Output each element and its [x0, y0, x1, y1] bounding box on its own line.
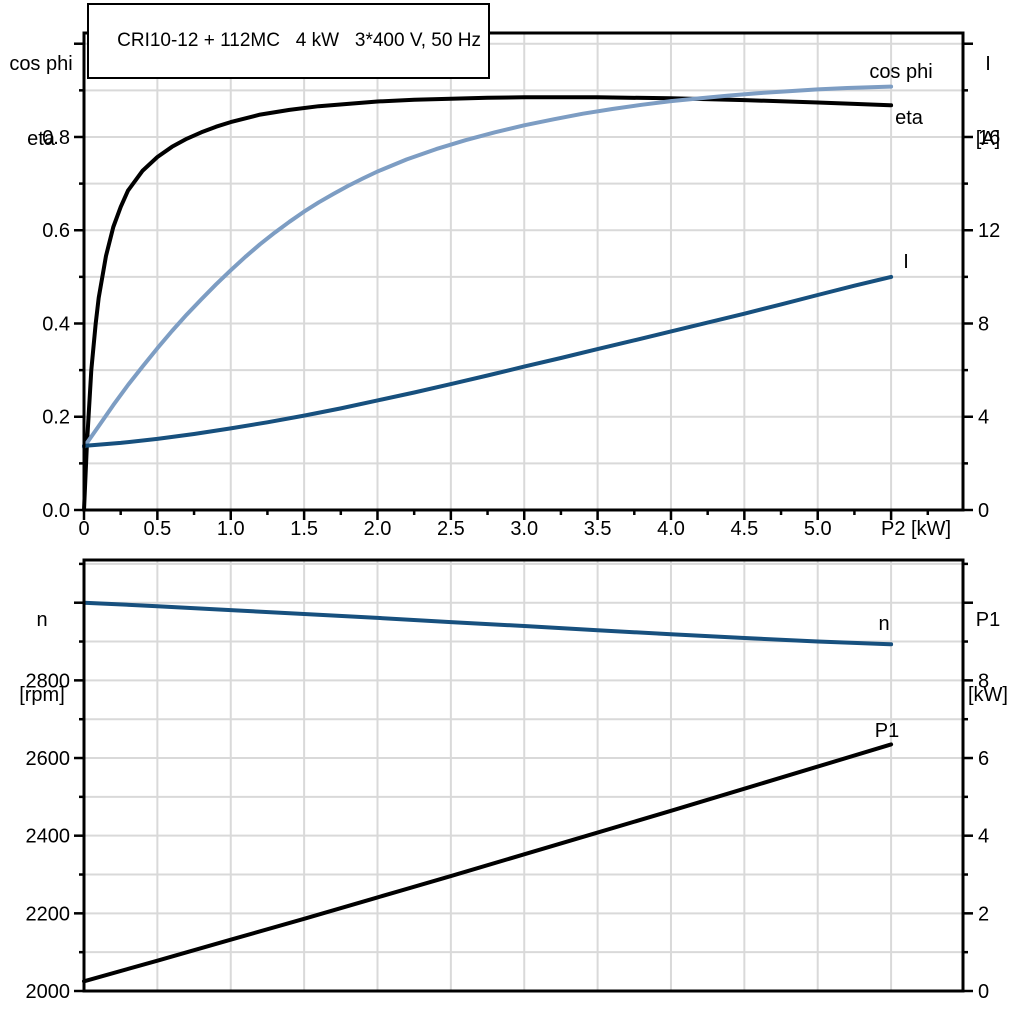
y-right-tick-label: 0 [978, 981, 989, 1003]
y-right-tick-label: 2 [978, 903, 989, 925]
axis-title-eta: eta [27, 128, 55, 150]
y-right-tick-label: 8 [978, 670, 989, 692]
x-tick-label: 4.5 [730, 518, 758, 540]
axis-title-p1: P1 [975, 609, 1001, 631]
y-left-tick-label: 0.2 [42, 407, 70, 429]
x-tick-label: 2.0 [364, 518, 392, 540]
y-right-tick-label: 4 [978, 407, 989, 429]
top-right-axis-title: I [A] [958, 2, 1018, 202]
y-left-tick-label: 2800 [26, 670, 71, 692]
y-left-tick-label: 2200 [26, 903, 71, 925]
y-left-tick-label: 0.6 [42, 220, 70, 242]
y-left-tick-label: 0.8 [42, 127, 70, 149]
y-left-tick-label: 2000 [26, 981, 71, 1003]
curve-cos-phi [82, 84, 894, 450]
chart-motor-performance-curves: eta cos phi I 0 0.5 1.0 1.5 2.0 2.5 3.0 3.5 4.0 4.5 5… [42, 31, 1000, 540]
x-tick-label: 0.5 [143, 518, 171, 540]
x-tick-label: 3.5 [584, 518, 612, 540]
y-right-tick-label: 16 [978, 127, 1000, 149]
x-tick-label: 0 [78, 518, 89, 540]
plot-frame [82, 558, 965, 993]
x-axis-title: P2 [kW] [881, 518, 951, 540]
ticks [74, 562, 973, 993]
ticks [74, 42, 973, 520]
y-right-tick-label: 0 [978, 500, 989, 522]
tick-labels: 2000 2200 2400 2600 2800 0 2 4 6 8 [26, 670, 990, 1003]
curve-speed [82, 600, 894, 647]
chart-title: CRI10-12 + 112MC 4 kW 3*400 V, 50 Hz [117, 30, 481, 51]
curve-label-current: I [903, 251, 909, 273]
curve-current [82, 274, 894, 448]
y-left-tick-label: 2600 [26, 748, 71, 770]
x-tick-label: 2.5 [437, 518, 465, 540]
curve-input-power [82, 742, 894, 984]
y-right-tick-label: 12 [978, 220, 1000, 242]
y-left-tick-label: 0.0 [42, 500, 70, 522]
bottom-right-axis-title: P1 [kW] [956, 558, 1020, 758]
x-tick-label: 1.0 [217, 518, 245, 540]
bottom-left-axis-title: n [rpm] [4, 558, 80, 758]
chart-title-box: CRI10-12 + 112MC 4 kW 3*400 V, 50 Hz [87, 3, 490, 79]
axis-title-cos-phi: cos phi [9, 53, 73, 75]
y-right-tick-label: 6 [978, 748, 989, 770]
chart-speed-and-input-power-curves: n P1 2000 2200 2400 2600 2800 0 2 4 6 8 [26, 558, 990, 1003]
y-right-tick-label: 4 [978, 826, 989, 848]
x-tick-label: 4.0 [657, 518, 685, 540]
axis-title-current: I [985, 53, 991, 75]
y-left-tick-label: 2400 [26, 826, 71, 848]
tick-labels: 0 0.5 1.0 1.5 2.0 2.5 3.0 3.5 4.0 4.5 5.0 P2 [kW] 0.… [42, 127, 1000, 540]
axis-title-p1-unit: [kW] [968, 684, 1008, 706]
y-right-tick-label: 8 [978, 313, 989, 335]
top-left-axis-title: cos phi eta [2, 2, 80, 202]
curve-label-eta: eta [895, 107, 924, 129]
axis-title-speed: n [36, 609, 48, 631]
curve-label-input-power: P1 [875, 720, 899, 742]
axis-title-current-unit: [A] [975, 128, 1001, 150]
y-left-tick-label: 0.4 [42, 313, 70, 335]
x-tick-label: 5.0 [804, 518, 832, 540]
gridlines [84, 33, 963, 510]
x-tick-label: 1.5 [290, 518, 318, 540]
curve-eta [82, 95, 894, 512]
curve-label-cos-phi: cos phi [869, 61, 932, 83]
x-tick-label: 3.0 [510, 518, 538, 540]
curve-label-speed: n [878, 613, 889, 635]
axis-title-speed-unit: [rpm] [19, 684, 65, 706]
